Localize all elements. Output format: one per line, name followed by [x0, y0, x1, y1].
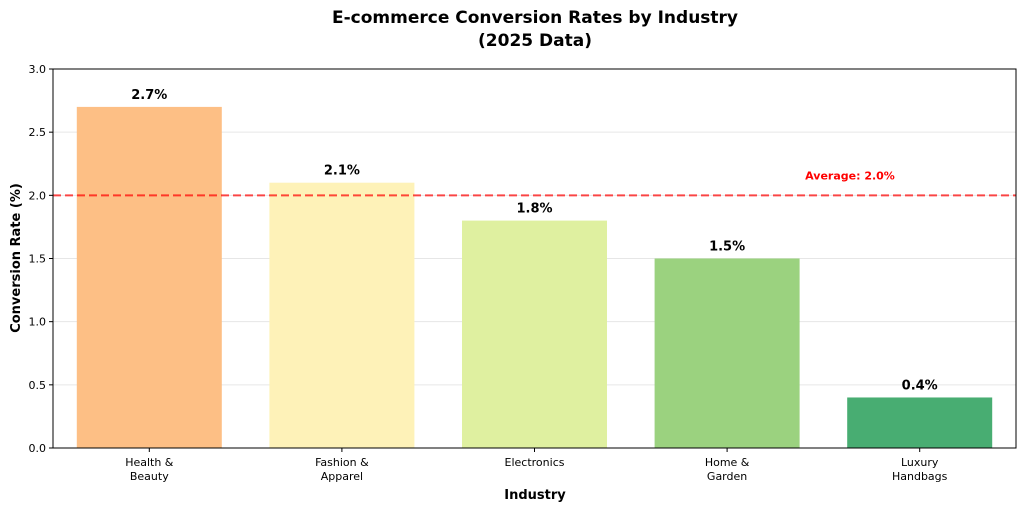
bar-value-label: 0.4%: [902, 378, 938, 393]
x-tick-label: Apparel: [321, 470, 363, 483]
y-tick-label: 3.0: [29, 63, 47, 76]
x-tick-label: Luxury: [901, 456, 939, 469]
x-tick-label: Home &: [705, 456, 750, 469]
average-label: Average: 2.0%: [805, 169, 895, 182]
bar-value-label: 1.8%: [516, 202, 552, 217]
x-tick-label: Fashion &: [315, 456, 369, 469]
y-tick-label: 2.0: [29, 189, 47, 202]
y-axis-label: Conversion Rate (%): [9, 183, 24, 333]
y-tick-label: 2.5: [29, 126, 47, 139]
chart-title-line1: E-commerce Conversion Rates by Industry: [332, 8, 738, 28]
bar: [76, 106, 222, 449]
bar-value-label: 2.1%: [324, 164, 360, 179]
chart-title-line2: (2025 Data): [478, 31, 592, 51]
x-tick-label: Health &: [125, 456, 174, 469]
x-tick-label: Garden: [707, 470, 747, 483]
x-tick-label: Electronics: [505, 456, 565, 469]
bar: [462, 220, 607, 448]
bar: [654, 258, 800, 448]
y-tick-label: 1.0: [29, 316, 47, 329]
bar: [269, 182, 415, 448]
bar-value-label: 1.5%: [709, 240, 745, 255]
x-tick-label: Beauty: [130, 470, 169, 483]
y-tick-label: 0.5: [29, 379, 47, 392]
x-axis-label: Industry: [504, 488, 566, 503]
x-tick-label: Handbags: [892, 470, 948, 483]
y-tick-label: 1.5: [29, 253, 47, 266]
bar: [847, 397, 993, 448]
y-tick-label: 0.0: [29, 442, 47, 455]
bar-value-label: 2.7%: [131, 88, 167, 103]
